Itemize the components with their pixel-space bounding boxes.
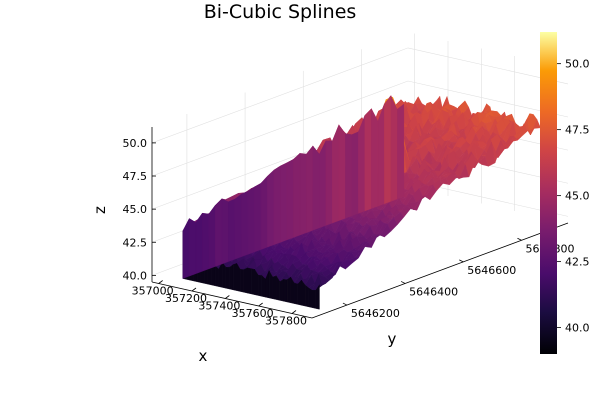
surface-wall-left xyxy=(364,108,372,212)
colorbar-gradient xyxy=(540,32,557,354)
y-axis-line xyxy=(311,222,569,319)
surface-wall-left xyxy=(286,159,294,241)
surface-wall-left xyxy=(247,186,255,255)
surface-wall-left xyxy=(338,124,346,221)
x-tick xyxy=(258,302,263,307)
surface-wall-front xyxy=(315,284,320,310)
surface-wall-left xyxy=(325,140,333,226)
y-tick xyxy=(342,302,348,306)
surface-wall-left xyxy=(377,103,385,207)
surface-wall-front xyxy=(240,269,245,293)
surface-wall-front xyxy=(286,276,291,304)
surface-wall-left xyxy=(351,131,359,217)
x-tick-label: 357200 xyxy=(165,292,207,305)
surface-wall-front xyxy=(229,264,234,291)
surface-wall-left xyxy=(390,95,398,202)
surface-wall-left xyxy=(299,153,307,236)
surface-wall-front xyxy=(225,267,230,290)
surface-wall-front xyxy=(312,290,317,309)
surface-wall-left xyxy=(202,212,209,272)
z-tick-label: 47.5 xyxy=(123,170,148,183)
surface-wall-front xyxy=(294,282,299,305)
surface-wall-front xyxy=(279,278,284,302)
surface-wall-left xyxy=(182,218,190,279)
x-tick xyxy=(291,310,297,314)
surface-wall-front xyxy=(304,284,309,308)
x-tick-label: 357600 xyxy=(232,307,274,320)
surface-wall-left xyxy=(208,204,216,270)
colorbar-tick-label: 40.0 xyxy=(565,322,590,335)
surface-wall-front xyxy=(247,267,252,295)
colorbar-ticks: 40.0 42.5 45.0 47.5 50.0 xyxy=(557,58,590,335)
y-tick-label: 5646600 xyxy=(467,264,516,277)
surface-wall-left xyxy=(221,198,229,265)
surface-wall-front xyxy=(211,265,216,287)
surface-wall-left xyxy=(358,115,366,214)
surface-wall-front xyxy=(308,287,313,308)
z-tick-label: 42.5 xyxy=(123,236,148,249)
surface-wall-left xyxy=(234,193,242,260)
colorbar-tick-label: 47.5 xyxy=(565,124,590,137)
surface-wall-left xyxy=(280,162,288,243)
surface-wall-left xyxy=(267,169,275,248)
surface-wall-front xyxy=(243,267,248,294)
surface-wall-left xyxy=(189,218,196,277)
surface-wall-left xyxy=(293,152,301,238)
surface-wall-front xyxy=(261,275,266,298)
x-tick-label: 357400 xyxy=(198,300,240,313)
x-tick-label: 357800 xyxy=(265,315,307,328)
z-tick-label: 40.0 xyxy=(123,269,148,282)
y-axis-label: y xyxy=(388,330,397,348)
surface-wall-left xyxy=(371,108,379,209)
surface-wall-front xyxy=(258,274,263,297)
surface-wall-left xyxy=(397,103,405,200)
surface-wall-front xyxy=(301,279,306,307)
surface-wall-left xyxy=(345,133,353,219)
surface-plot xyxy=(182,95,541,310)
colorbar: 40.0 42.5 45.0 47.5 50.0 xyxy=(540,32,590,354)
y-tick-label: 5646200 xyxy=(351,307,400,320)
surface-wall-left xyxy=(254,183,262,253)
x-tick-label: 357000 xyxy=(132,285,174,298)
chart-title: Bi-Cubic Splines xyxy=(204,1,357,23)
surface-wall-front xyxy=(297,279,302,306)
surface-wall-left xyxy=(319,140,327,229)
y-tick-label: 5646400 xyxy=(409,285,458,298)
x-axis-label: x xyxy=(199,347,208,365)
x-tick xyxy=(191,287,197,292)
colorbar-tick-label: 42.5 xyxy=(565,256,590,269)
z-tick-label: 45.0 xyxy=(123,203,148,216)
y-tick xyxy=(459,259,464,263)
surface-wall-left xyxy=(215,198,223,267)
surface-wall-left xyxy=(273,165,281,246)
surface-wall-left xyxy=(384,95,392,205)
y-tick xyxy=(517,237,522,241)
surface-wall-left xyxy=(260,175,268,250)
surface-wall-left xyxy=(312,145,320,231)
surface-wall-front xyxy=(232,263,237,291)
colorbar-tick-label: 50.0 xyxy=(565,58,590,71)
z-tick-label: 50.0 xyxy=(123,137,148,150)
x-tick xyxy=(225,295,230,299)
surface-wall-left xyxy=(228,198,236,262)
surface-wall-front xyxy=(250,268,255,295)
y-tick xyxy=(400,281,406,284)
surface-wall-front xyxy=(214,265,219,287)
x-tick xyxy=(158,280,163,284)
surface-wall-left xyxy=(332,124,340,224)
surface-wall-left xyxy=(195,212,203,274)
surface-wall-front xyxy=(272,275,277,300)
z-axis-label: z xyxy=(91,206,109,214)
colorbar-tick-label: 45.0 xyxy=(565,190,590,203)
surface-wall-left xyxy=(306,145,314,233)
surface-wall-front xyxy=(283,279,288,303)
x-axis-line xyxy=(151,281,313,319)
surface-wall-left xyxy=(241,191,249,258)
surface-wall-front xyxy=(222,261,227,289)
